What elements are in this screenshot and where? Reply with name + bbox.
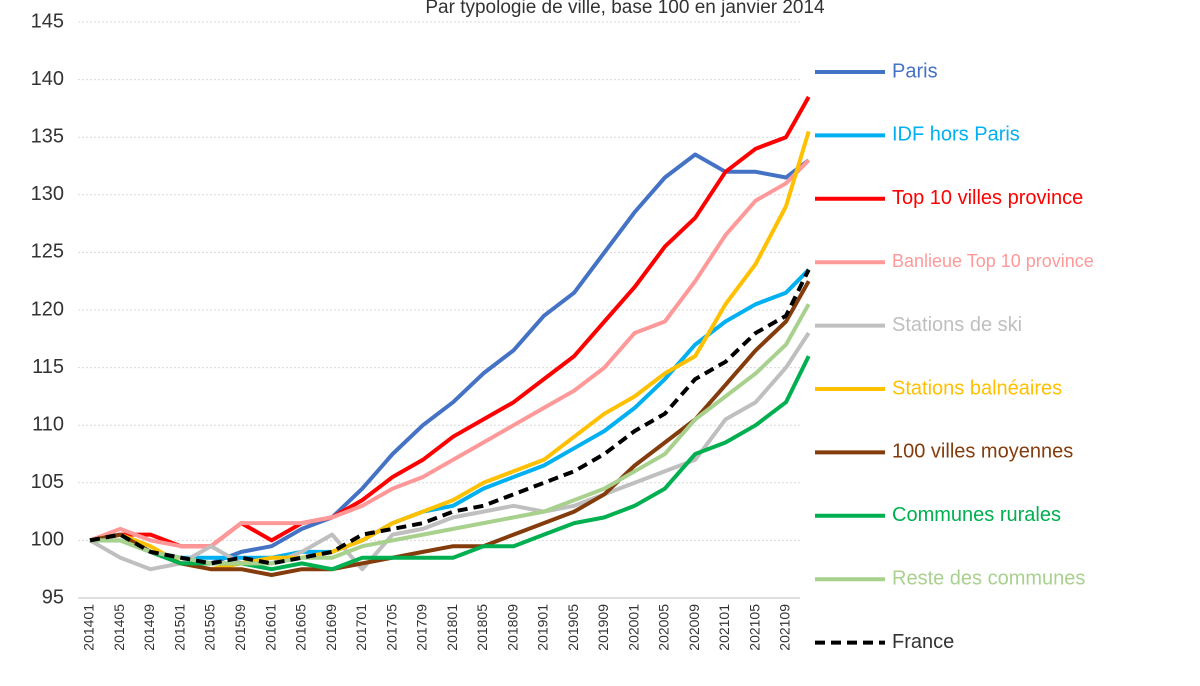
series-line: [89, 95, 811, 549]
x-tick-label: 201605: [293, 604, 309, 651]
y-tick-label: 105: [31, 471, 64, 493]
x-tick-label: 202105: [746, 604, 762, 651]
x-tick-label: 201501: [171, 604, 187, 651]
x-tick-label: 201809: [504, 604, 520, 651]
y-tick-label: 100: [31, 529, 64, 551]
y-tick-label: 115: [32, 356, 64, 378]
legend-label: Stations balnéaires: [892, 377, 1062, 399]
y-tick-label: 110: [32, 413, 64, 435]
y-tick-label: 145: [31, 10, 64, 32]
y-tick-label: 125: [31, 241, 64, 263]
y-tick-label: 140: [31, 68, 64, 90]
legend-label: Paris: [892, 60, 938, 82]
x-tick-label: 201801: [444, 604, 460, 651]
legend-label: Stations de ski: [892, 314, 1022, 336]
series-line: [89, 158, 811, 549]
x-tick-label: 201805: [474, 604, 490, 651]
y-tick-label: 120: [31, 298, 64, 320]
x-tick-label: 201709: [414, 604, 430, 651]
x-tick-label: 201905: [565, 604, 581, 651]
x-tick-label: 201505: [202, 604, 218, 651]
x-tick-label: 201601: [262, 604, 278, 651]
x-tick-label: 202001: [625, 604, 641, 651]
y-tick-label: 130: [31, 183, 64, 205]
x-tick-label: 201901: [535, 604, 551, 651]
series-line: [89, 130, 811, 572]
chart-subtitle: Par typologie de ville, base 100 en janv…: [425, 0, 825, 18]
x-tick-label: 202109: [777, 604, 793, 651]
x-tick-label: 201409: [141, 604, 157, 651]
y-tick-label: 95: [42, 586, 64, 608]
legend-label: Reste des communes: [892, 567, 1085, 589]
x-tick-label: 201405: [111, 604, 127, 651]
legend-label: Banlieue Top 10 province: [892, 251, 1094, 271]
series-line: [90, 303, 811, 566]
legend-label: Communes rurales: [892, 504, 1061, 526]
x-tick-label: 201909: [595, 604, 611, 651]
x-tick-label: 202009: [686, 604, 702, 651]
x-tick-label: 201401: [81, 604, 97, 651]
x-tick-label: 202101: [716, 604, 732, 651]
legend-label: 100 villes moyennes: [892, 441, 1073, 463]
y-tick-label: 135: [31, 125, 64, 147]
series-line: [89, 268, 811, 560]
x-tick-label: 201705: [383, 604, 399, 651]
x-tick-label: 202005: [656, 604, 672, 651]
x-tick-label: 201701: [353, 604, 369, 651]
series-line: [89, 268, 811, 566]
legend-label: IDF hors Paris: [892, 124, 1020, 146]
x-tick-label: 201509: [232, 604, 248, 651]
x-tick-label: 201609: [323, 604, 339, 651]
legend-label: France: [892, 631, 954, 653]
legend-label: Top 10 villes province: [892, 187, 1083, 209]
series-line: [89, 331, 811, 572]
